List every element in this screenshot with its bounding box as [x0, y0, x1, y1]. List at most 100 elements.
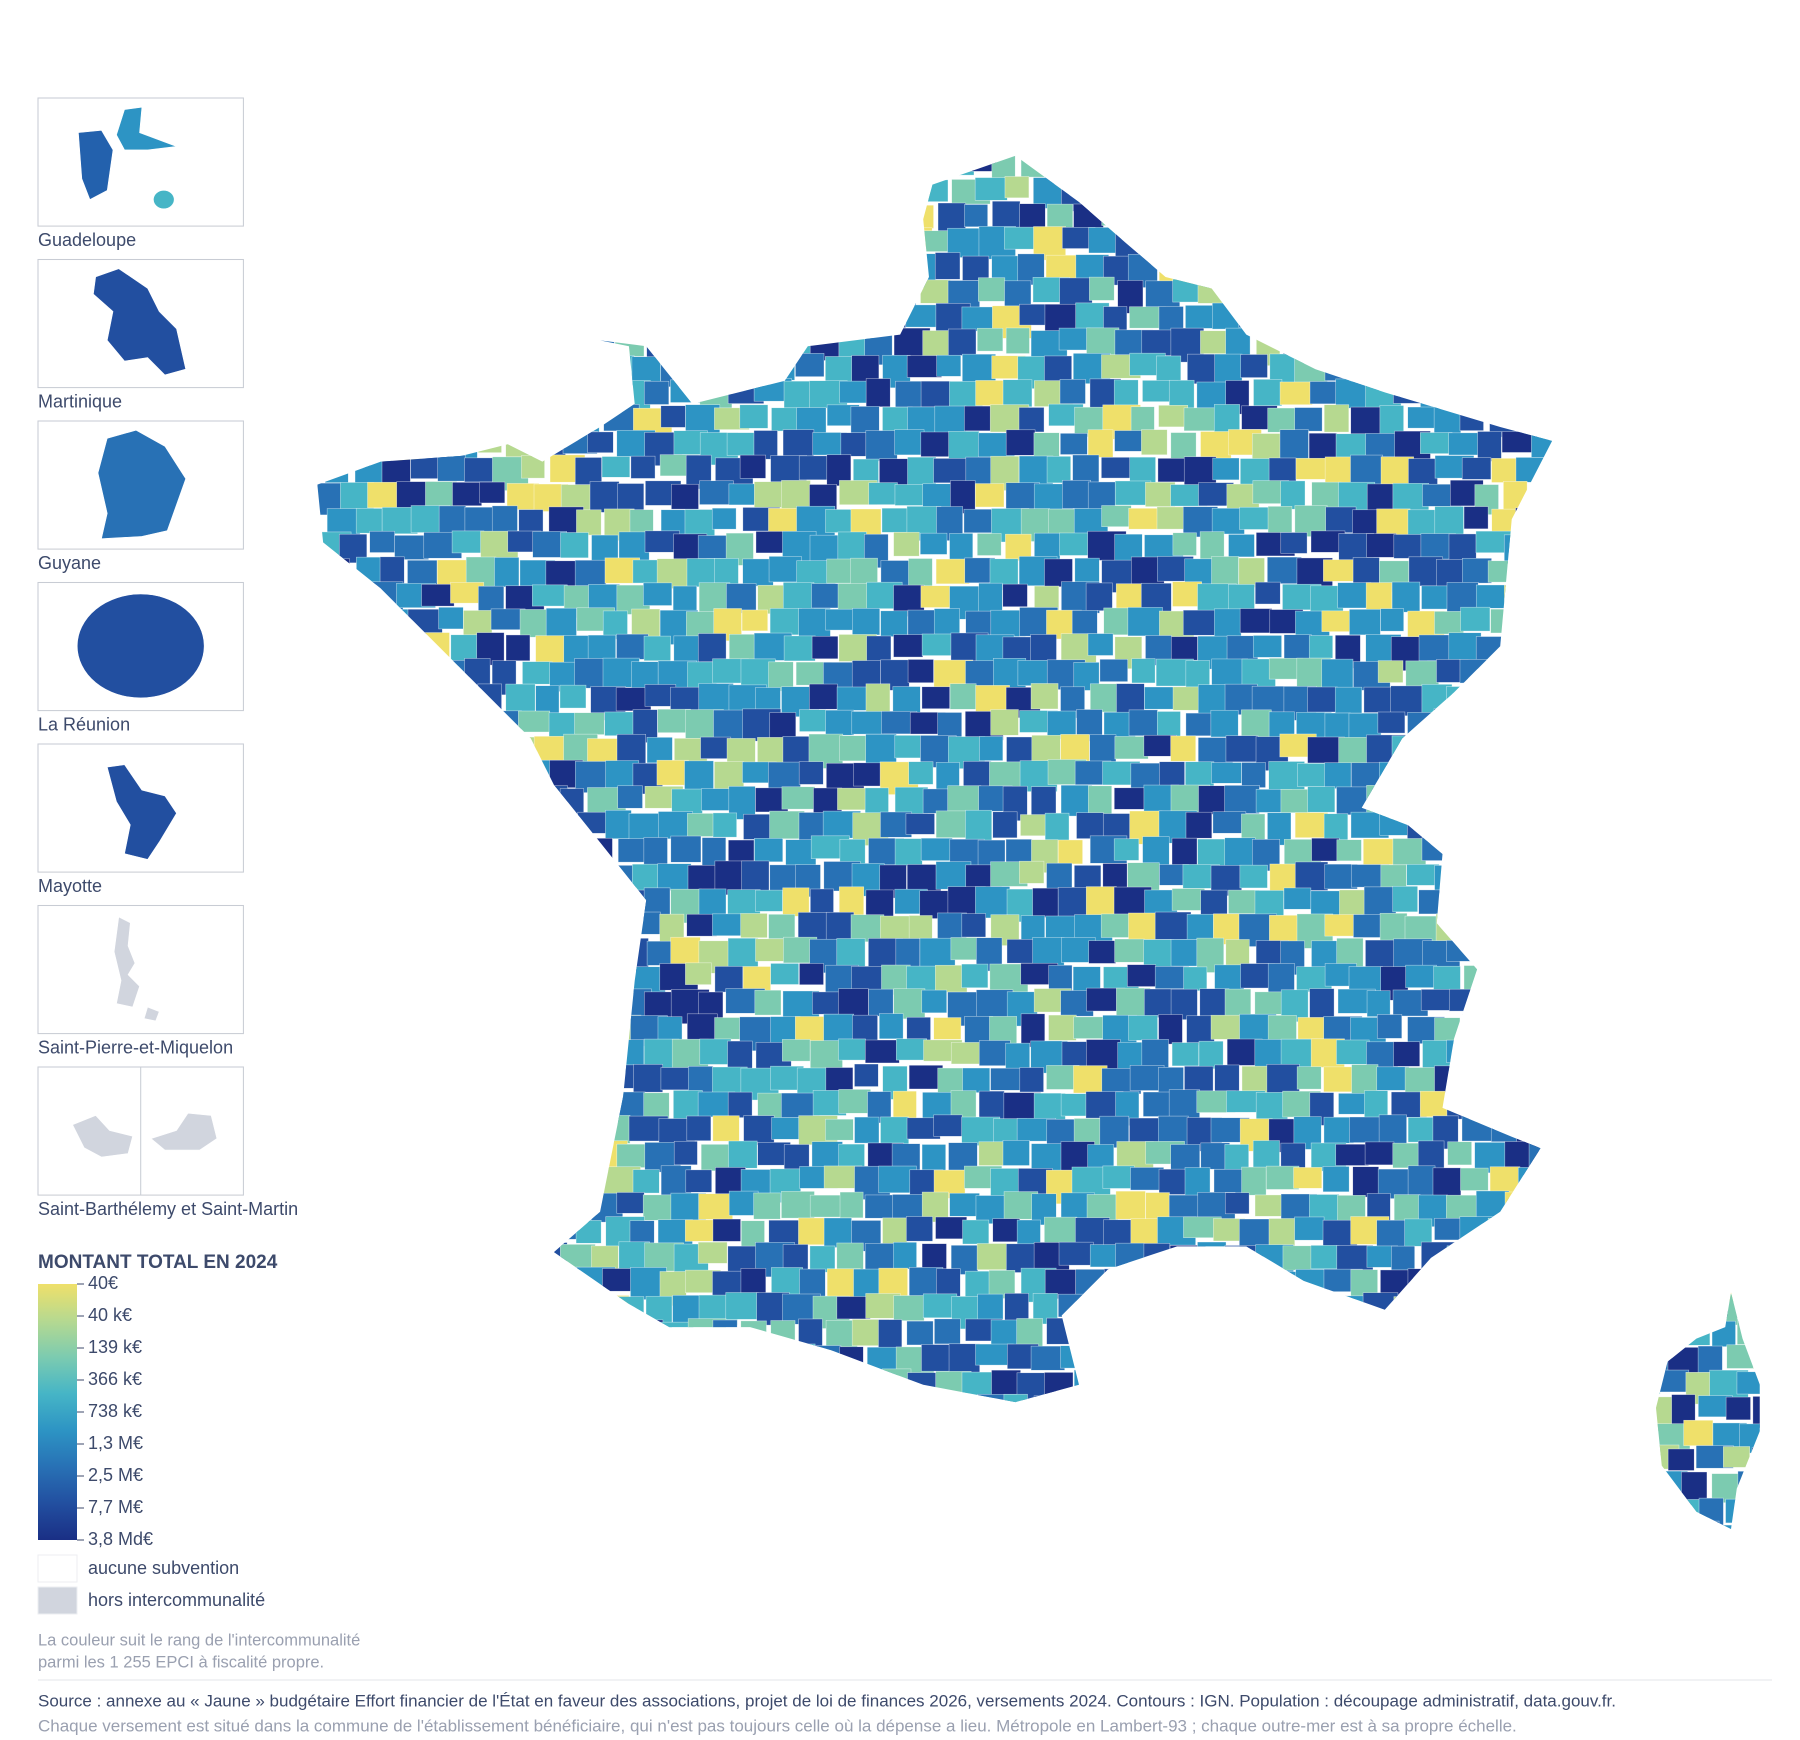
epci	[1528, 1397, 1556, 1425]
epci	[493, 913, 533, 943]
epci	[660, 405, 686, 428]
epci	[494, 557, 520, 588]
epci	[341, 1497, 377, 1525]
epci	[1737, 1470, 1760, 1503]
epci	[1556, 886, 1590, 915]
epci	[740, 155, 770, 179]
epci	[548, 155, 574, 179]
epci	[1086, 1039, 1121, 1070]
epci	[1613, 328, 1645, 352]
epci	[1450, 327, 1475, 355]
epci	[1113, 1497, 1147, 1521]
epci	[1283, 278, 1311, 307]
epci	[1738, 252, 1760, 285]
epci	[1044, 812, 1070, 842]
epci	[1588, 1344, 1615, 1371]
epci	[1613, 889, 1645, 914]
epci	[1627, 1014, 1653, 1048]
epci	[1323, 404, 1350, 433]
epci	[1532, 890, 1561, 917]
epci	[1476, 281, 1514, 305]
epci	[893, 1394, 926, 1426]
epci	[908, 761, 934, 785]
epci	[796, 1470, 829, 1498]
epci	[1059, 379, 1086, 405]
epci	[1556, 1346, 1592, 1378]
epci	[1393, 1296, 1418, 1321]
epci	[1599, 1523, 1627, 1530]
epci	[534, 1397, 570, 1433]
epci	[670, 228, 697, 251]
epci	[476, 1294, 508, 1317]
epci	[1447, 279, 1483, 312]
epci	[715, 1167, 746, 1195]
epci	[796, 251, 827, 281]
epci	[686, 611, 719, 638]
epci	[755, 531, 785, 554]
epci	[534, 381, 561, 408]
epci	[629, 911, 661, 935]
epci	[1311, 481, 1342, 508]
epci	[1695, 175, 1720, 204]
epci	[1528, 533, 1556, 567]
epci	[631, 608, 661, 638]
epci	[1671, 889, 1703, 917]
epci	[1685, 508, 1716, 542]
epci	[574, 254, 606, 290]
epci	[629, 509, 654, 534]
epci	[1546, 709, 1586, 732]
epci	[1586, 1039, 1620, 1065]
epci	[520, 1063, 548, 1088]
epci	[1769, 815, 1793, 836]
epci	[1116, 1343, 1149, 1370]
epci	[437, 1523, 470, 1530]
epci	[811, 635, 839, 660]
epci	[1722, 787, 1748, 821]
epci	[317, 682, 338, 711]
epci	[659, 304, 699, 336]
epci	[369, 277, 399, 299]
epci	[630, 455, 656, 479]
epci	[1503, 330, 1536, 364]
epci	[1378, 1473, 1419, 1500]
epci	[437, 812, 474, 843]
epci	[922, 1496, 948, 1528]
epci	[1573, 558, 1611, 584]
epci	[353, 1371, 386, 1398]
epci	[1019, 1422, 1047, 1444]
epci	[1768, 1472, 1800, 1505]
epci	[1143, 1346, 1175, 1375]
epci	[1406, 864, 1440, 886]
epci	[988, 1423, 1022, 1446]
epci	[1615, 939, 1655, 970]
epci	[1252, 1140, 1280, 1172]
legend-title: MONTANT TOTAL EN 2024	[38, 1252, 278, 1273]
epci	[591, 534, 619, 562]
epci	[698, 1193, 733, 1220]
epci	[1585, 1193, 1612, 1215]
epci	[493, 305, 530, 331]
epci	[1366, 1446, 1402, 1473]
epci	[1504, 1089, 1536, 1121]
epci	[477, 429, 502, 453]
epci	[1448, 533, 1477, 561]
epci	[991, 1369, 1021, 1396]
epci	[850, 406, 880, 434]
epci	[1446, 1039, 1485, 1063]
epci	[507, 1090, 535, 1115]
epci	[368, 1242, 393, 1275]
epci	[1628, 812, 1655, 841]
epci	[1269, 155, 1304, 174]
epci	[437, 761, 474, 794]
inset	[37, 581, 244, 712]
epci	[727, 279, 756, 315]
epci	[1307, 686, 1338, 713]
epci	[560, 1398, 593, 1429]
epci	[838, 1396, 873, 1420]
epci	[1518, 1421, 1557, 1445]
epci	[464, 760, 497, 794]
epci	[1711, 1067, 1738, 1099]
epci	[464, 1421, 497, 1456]
epci	[317, 429, 342, 462]
epci	[1282, 1245, 1312, 1271]
